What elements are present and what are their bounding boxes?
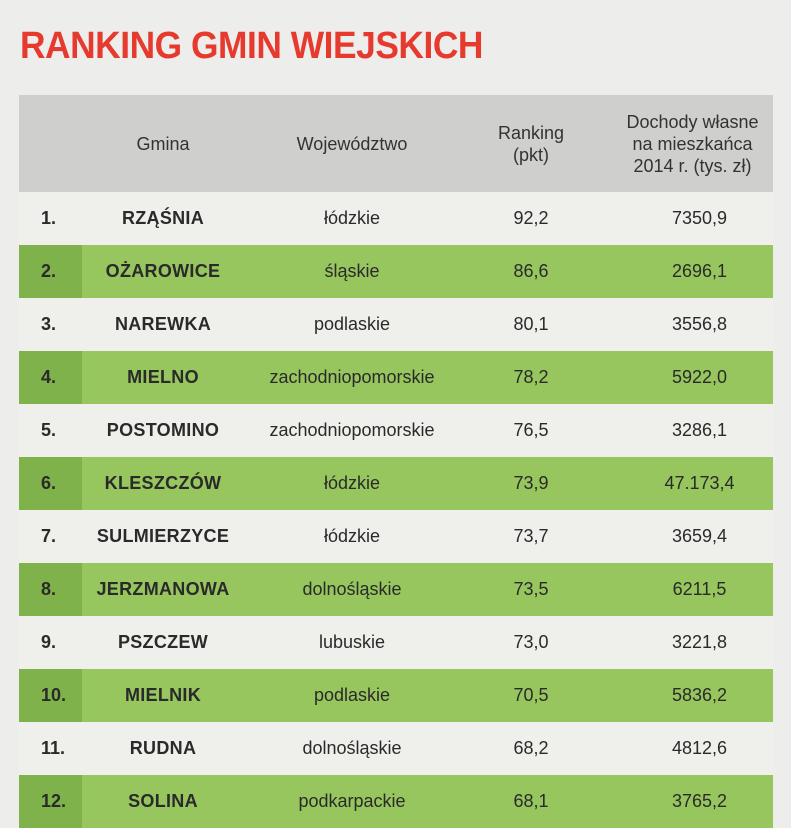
row-wojewodztwo: lubuskie [318,632,386,652]
row-gmina: RUDNA [129,738,197,758]
row-wojewodztwo: łódzkie [323,526,381,546]
row-rank: 9. [41,632,57,652]
row-income: 5922,0 [671,367,728,387]
row-income: 47.173,4 [664,473,735,493]
row-wojewodztwo: podlaskie [313,314,391,334]
row-rank: 8. [41,579,57,599]
row-wojewodztwo: zachodniopomorskie [269,420,435,440]
row-income: 3286,1 [671,420,728,440]
row-wojewodztwo: śląskie [324,261,380,281]
row-points: 73,7 [513,526,549,546]
row-rank: 12. [41,791,67,811]
table-row: 10. MIELNIK podlaskie 70,5 5836,2 [19,669,773,722]
row-wojewodztwo: zachodniopomorskie [269,367,435,387]
table-row: 11. RUDNA dolnośląskie 68,2 4812,6 [19,722,773,775]
header-ranking-line1: Ranking [497,122,565,143]
row-wojewodztwo: łódzkie [323,473,381,493]
table-row: 12. SOLINA podkarpackie 68,1 3765,2 [19,775,773,828]
table-row: 9. PSZCZEW lubuskie 73,0 3221,8 [19,616,773,669]
row-rank: 10. [41,685,67,705]
row-points: 86,6 [513,261,549,281]
row-points: 92,2 [513,208,549,228]
row-gmina: JERZMANOWA [96,579,230,599]
header-ranking-line2: (pkt) [513,144,549,165]
header-income-line2: na mieszkańca [632,133,753,154]
row-income: 7350,9 [671,208,728,228]
row-points: 78,2 [513,367,549,387]
page-title: RANKING GMIN WIEJSKICH [20,25,483,67]
row-gmina: NAREWKA [114,314,212,334]
row-points: 73,0 [513,632,549,652]
row-rank: 6. [41,473,57,493]
row-rank: 5. [41,420,57,440]
row-gmina: KLESZCZÓW [104,473,222,493]
row-gmina: POSTOMINO [106,420,220,440]
row-wojewodztwo: łódzkie [323,208,381,228]
header-gmina: Gmina [136,133,190,154]
row-gmina: MIELNIK [124,685,202,705]
row-rank: 2. [41,261,57,281]
row-wojewodztwo: podkarpackie [298,791,406,811]
row-income: 3556,8 [671,314,728,334]
row-points: 80,1 [513,314,549,334]
row-points: 68,2 [513,738,549,758]
row-rank: 4. [41,367,57,387]
header-income: Dochody własne na mieszkańca 2014 r. (ty… [602,111,773,177]
table-row: 2. OŻAROWICE śląskie 86,6 2696,1 [19,245,773,298]
row-points: 73,5 [513,579,549,599]
row-points: 70,5 [513,685,549,705]
row-income: 3765,2 [671,791,728,811]
table-row: 4. MIELNO zachodniopomorskie 78,2 5922,0 [19,351,773,404]
table-row: 1. RZĄŚNIA łódzkie 92,2 7350,9 [19,192,773,245]
header-income-line1: Dochody własne [626,111,759,132]
row-gmina: MIELNO [127,367,199,387]
row-gmina: SULMIERZYCE [96,526,230,546]
row-income: 4812,6 [671,738,728,758]
header-income-line3: 2014 r. (tys. zł) [633,155,752,176]
header-ranking: Ranking (pkt) [460,122,602,166]
row-gmina: OŻAROWICE [105,261,221,281]
header-wojewodztwo: Województwo [296,133,408,154]
row-wojewodztwo: podlaskie [313,685,391,705]
table-row: 8. JERZMANOWA dolnośląskie 73,5 6211,5 [19,563,773,616]
row-gmina: PSZCZEW [117,632,209,652]
table-row: 7. SULMIERZYCE łódzkie 73,7 3659,4 [19,510,773,563]
row-rank: 11. [41,738,66,758]
row-income: 3221,8 [671,632,728,652]
row-wojewodztwo: dolnośląskie [302,738,402,758]
row-rank: 7. [41,526,57,546]
row-points: 68,1 [513,791,549,811]
table-row: 5. POSTOMINO zachodniopomorskie 76,5 328… [19,404,773,457]
table-row: 3. NAREWKA podlaskie 80,1 3556,8 [19,298,773,351]
table-row: 6. KLESZCZÓW łódzkie 73,9 47.173,4 [19,457,773,510]
row-rank: 3. [41,314,57,334]
row-points: 76,5 [513,420,549,440]
row-gmina: SOLINA [128,791,198,811]
row-wojewodztwo: dolnośląskie [302,579,402,599]
table-header: Gmina Województwo Ranking (pkt) Dochody … [19,95,773,192]
ranking-table: Gmina Województwo Ranking (pkt) Dochody … [19,95,773,828]
row-rank: 1. [41,208,57,228]
row-income: 5836,2 [671,685,728,705]
row-income: 6211,5 [672,579,727,599]
row-gmina: RZĄŚNIA [121,208,205,228]
row-points: 73,9 [513,473,549,493]
row-income: 3659,4 [671,526,728,546]
row-income: 2696,1 [671,261,728,281]
